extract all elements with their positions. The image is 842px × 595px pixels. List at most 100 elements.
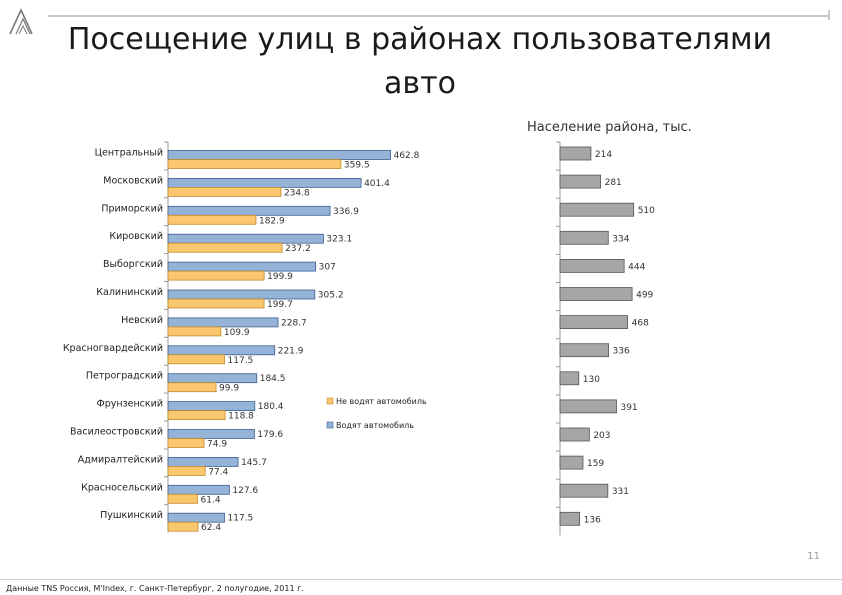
page-number: 11 [807,551,820,562]
non-drivers-bar [167,354,225,365]
drivers-value-label: 228.7 [281,318,307,328]
non-drivers-value-label: 359.5 [344,161,370,171]
category-label: Выборгский [103,259,163,270]
population-value-label: 334 [612,234,629,244]
category-label: Московский [103,175,163,186]
population-bar [559,258,625,273]
non-drivers-bar [167,521,199,532]
population-value-label: 203 [593,431,610,441]
non-drivers-bar [167,186,282,197]
population-bar [559,427,590,442]
drivers-bar [167,233,324,244]
population-bar [559,371,580,386]
population-bar [559,483,609,498]
population-chart-title: Население района, тыс. [527,120,692,135]
population-value-label: 336 [613,347,630,357]
drivers-bar [167,205,331,216]
drivers-value-label: 221.9 [278,346,304,356]
legend-swatch [326,397,334,405]
header-rule [48,15,830,17]
drivers-bar [167,289,316,300]
population-value-label: 331 [612,487,629,497]
non-drivers-value-label: 99.9 [219,384,239,394]
population-bar [559,174,602,189]
non-drivers-bar [167,410,226,421]
non-drivers-value-label: 182.9 [259,216,285,226]
category-label: Пушкинский [100,510,163,521]
non-drivers-bar [167,270,265,281]
non-drivers-bar [167,159,342,169]
population-value-label: 136 [584,515,601,525]
population-bar [559,230,609,245]
category-label: Красногвардейский [63,343,163,354]
non-drivers-value-label: 61.4 [201,495,221,505]
non-drivers-value-label: 77.4 [208,467,228,477]
population-value-label: 159 [587,459,604,469]
non-drivers-bar [167,326,222,337]
population-value-label: 468 [632,319,649,329]
non-drivers-value-label: 199.7 [267,300,293,310]
population-value-label: 444 [628,262,645,272]
non-drivers-value-label: 237.2 [285,244,311,254]
category-label: Центральный [95,148,163,159]
drivers-value-label: 184.5 [260,374,286,384]
non-drivers-value-label: 234.8 [284,188,310,198]
category-label: Невский [121,315,163,326]
population-value-label: 130 [583,375,600,385]
drivers-bar [167,401,256,412]
non-drivers-bar [167,298,265,309]
category-label: Приморский [101,203,163,214]
legend-label: Не водят автомобиль [336,397,427,406]
population-value-label: 281 [605,178,622,188]
header-rule-end [828,10,830,20]
non-drivers-bar [167,214,257,225]
drivers-bar [167,429,255,439]
non-drivers-bar [167,493,198,504]
non-drivers-value-label: 62.4 [201,523,221,533]
population-bar [559,343,609,358]
page-title: Посещение улиц в районах пользователями … [67,22,773,101]
drivers-bar [167,345,276,356]
drivers-value-label: 462.8 [394,151,420,161]
legend-swatch [326,421,334,429]
drivers-bar [167,261,317,272]
drivers-bar [167,177,362,188]
non-drivers-value-label: 118.8 [228,412,254,422]
population-bar [559,287,633,301]
category-label: Петроградский [86,371,163,382]
category-label: Фрунзенский [97,399,163,410]
non-drivers-value-label: 199.9 [267,272,293,282]
drivers-value-label: 305.2 [318,291,344,301]
population-bar [559,202,635,217]
drivers-value-label: 401.4 [364,179,390,189]
non-drivers-value-label: 109.9 [224,328,250,338]
footer-divider [0,579,842,580]
drivers-value-label: 336.9 [333,207,359,217]
drivers-bar [167,512,225,523]
drivers-value-label: 127.6 [232,486,258,496]
category-label: Красносельский [81,482,163,493]
non-drivers-bar [167,465,206,476]
population-bar [559,511,581,526]
population-bar [559,399,617,414]
footer-source: Данные TNS Россия, M'Index, г. Санкт-Пет… [6,584,304,593]
logo-icon [9,8,33,35]
non-drivers-bar [167,438,205,448]
drivers-value-label: 179.6 [257,430,283,440]
non-drivers-bar [167,242,283,253]
drivers-bar [167,484,230,495]
non-drivers-value-label: 74.9 [207,440,227,450]
category-label: Василеостровский [70,427,163,438]
drivers-bar [167,373,258,384]
population-value-label: 214 [595,150,612,160]
population-bar [559,315,629,330]
drivers-value-label: 323.1 [326,235,352,245]
drivers-value-label: 180.4 [258,402,284,412]
non-drivers-value-label: 117.5 [228,356,254,366]
category-label: Адмиралтейский [78,454,163,465]
drivers-value-label: 117.5 [228,514,254,524]
category-label: Кировский [109,231,163,242]
drivers-value-label: 307 [319,263,336,273]
population-value-label: 510 [638,206,655,216]
